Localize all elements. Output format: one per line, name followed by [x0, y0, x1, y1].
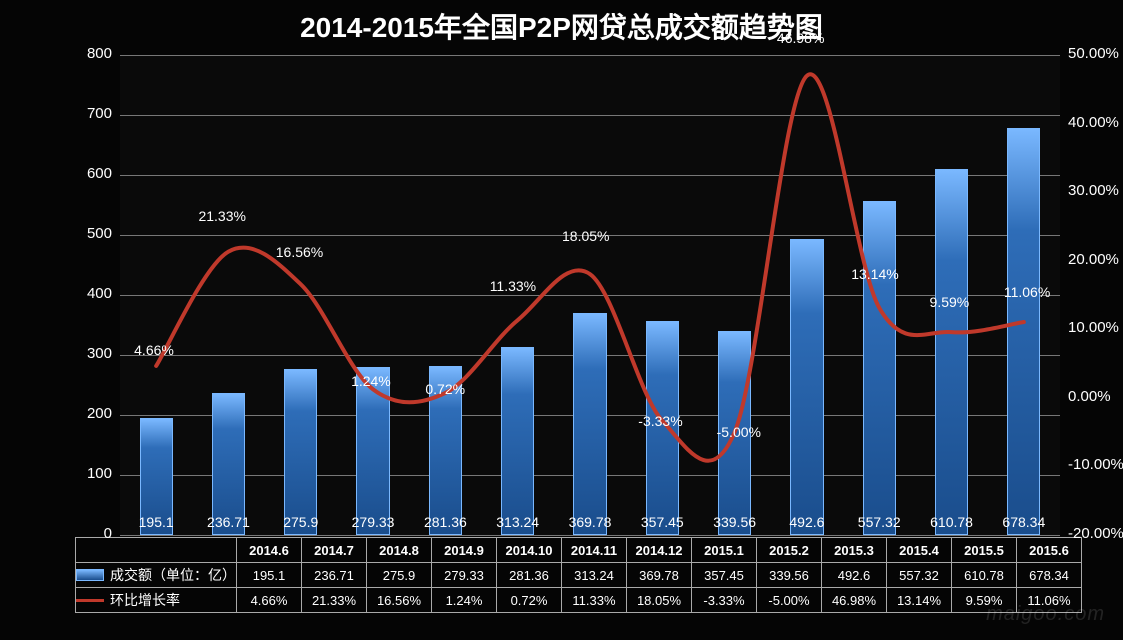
- table-header-cell: 2014.12: [627, 538, 692, 563]
- line-value-label: 18.05%: [562, 228, 609, 244]
- table-cell: 18.05%: [627, 588, 692, 613]
- line-value-label: 1.24%: [351, 373, 391, 389]
- data-table-wrap: 2014.62014.72014.82014.92014.102014.1120…: [75, 537, 1082, 613]
- table-cell: 279.33: [432, 563, 497, 588]
- watermark: maigoo.com: [986, 603, 1105, 626]
- table-cell: 369.78: [627, 563, 692, 588]
- line-value-label: 11.33%: [490, 278, 536, 294]
- table-header-cell: 2014.7: [302, 538, 367, 563]
- y-left-tick: 800: [72, 45, 112, 62]
- table-header-cell: 2015.4: [887, 538, 952, 563]
- table-cell: 46.98%: [822, 588, 887, 613]
- line-value-label: 16.56%: [276, 244, 323, 260]
- table-header-cell: 2014.9: [432, 538, 497, 563]
- table-header-cell: 2015.1: [692, 538, 757, 563]
- line-series: [120, 55, 1060, 535]
- table-cell: 0.72%: [497, 588, 562, 613]
- y-right-tick: 0.00%: [1068, 388, 1111, 405]
- line-value-label: 9.59%: [930, 294, 970, 310]
- table-header-cell: 2014.10: [497, 538, 562, 563]
- y-right-tick: 50.00%: [1068, 45, 1119, 62]
- data-table: 2014.62014.72014.82014.92014.102014.1120…: [75, 537, 1082, 613]
- line-value-label: 4.66%: [134, 342, 174, 358]
- legend-cell: 成交额（单位：亿）: [76, 563, 237, 588]
- table-header-cell: 2014.6: [237, 538, 302, 563]
- table-cell: 16.56%: [367, 588, 432, 613]
- table-cell: 339.56: [757, 563, 822, 588]
- y-left-tick: 200: [72, 405, 112, 422]
- table-cell: 313.24: [562, 563, 627, 588]
- table-header-cell: 2015.5: [952, 538, 1017, 563]
- table-cell: -3.33%: [692, 588, 757, 613]
- table-cell: 236.71: [302, 563, 367, 588]
- y-left-tick: 600: [72, 165, 112, 182]
- legend-cell: 环比增长率: [76, 588, 237, 613]
- table-cell: 13.14%: [887, 588, 952, 613]
- table-cell: 557.32: [887, 563, 952, 588]
- y-right-tick: 20.00%: [1068, 251, 1119, 268]
- legend-label: 成交额（单位：亿）: [110, 565, 236, 585]
- line-value-label: -3.33%: [638, 413, 682, 429]
- table-cell: 678.34: [1017, 563, 1082, 588]
- table-header-cell: 2015.3: [822, 538, 887, 563]
- y-left-tick: 700: [72, 105, 112, 122]
- line-value-label: 21.33%: [198, 208, 245, 224]
- y-left-tick: 0: [72, 525, 112, 542]
- table-cell: 21.33%: [302, 588, 367, 613]
- y-left-tick: 500: [72, 225, 112, 242]
- gridline: [120, 535, 1060, 536]
- table-cell: 610.78: [952, 563, 1017, 588]
- table-cell: 281.36: [497, 563, 562, 588]
- chart-plot-area: 195.1236.71275.9279.33281.36313.24369.78…: [120, 55, 1060, 535]
- chart-title: 2014-2015年全国P2P网贷总成交额趋势图: [0, 6, 1123, 46]
- y-right-tick: 40.00%: [1068, 114, 1119, 131]
- y-right-tick: -10.00%: [1068, 456, 1123, 473]
- line-value-label: 11.06%: [1004, 284, 1050, 300]
- y-left-tick: 300: [72, 345, 112, 362]
- line-value-label: 46.98%: [777, 30, 824, 46]
- legend-label: 环比增长率: [110, 590, 180, 610]
- table-cell: 11.33%: [562, 588, 627, 613]
- table-cell: 1.24%: [432, 588, 497, 613]
- table-header-cell: 2015.2: [757, 538, 822, 563]
- table-cell: 195.1: [237, 563, 302, 588]
- table-cell: 492.6: [822, 563, 887, 588]
- table-header-cell: 2014.11: [562, 538, 627, 563]
- y-right-tick: 10.00%: [1068, 319, 1119, 336]
- table-cell: 275.9: [367, 563, 432, 588]
- y-right-tick: 30.00%: [1068, 182, 1119, 199]
- line-value-label: 0.72%: [425, 381, 465, 397]
- table-header-cell: 2014.8: [367, 538, 432, 563]
- line-value-label: 13.14%: [851, 266, 898, 282]
- line-value-label: -5.00%: [717, 424, 761, 440]
- bar-legend-swatch: [76, 569, 104, 581]
- y-right-tick: -20.00%: [1068, 525, 1123, 542]
- y-left-tick: 100: [72, 465, 112, 482]
- table-cell: 4.66%: [237, 588, 302, 613]
- y-left-tick: 400: [72, 285, 112, 302]
- table-cell: -5.00%: [757, 588, 822, 613]
- line-legend-swatch: [76, 599, 104, 602]
- table-cell: 357.45: [692, 563, 757, 588]
